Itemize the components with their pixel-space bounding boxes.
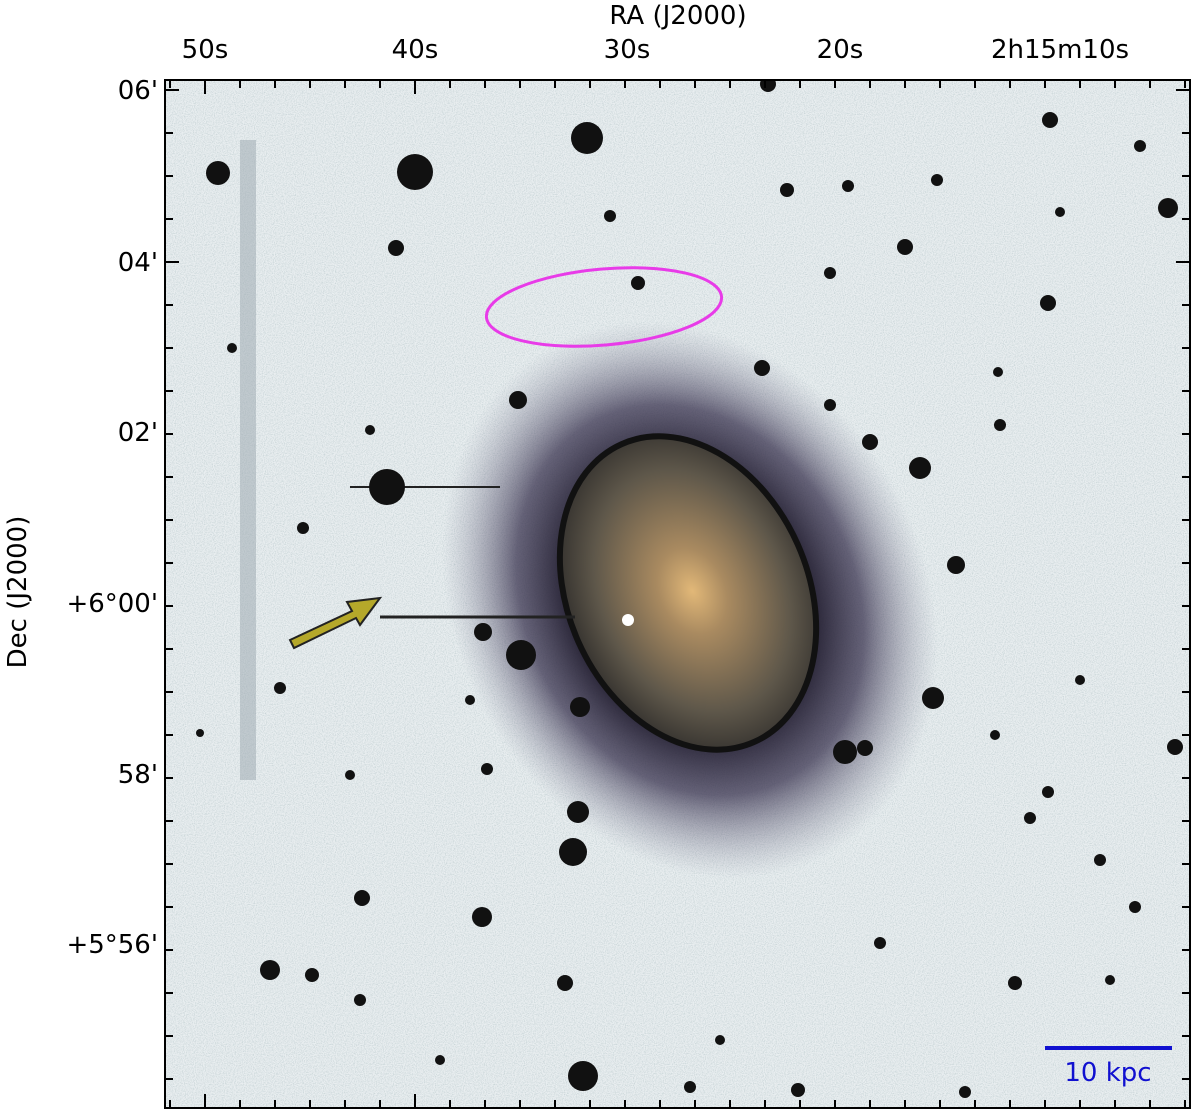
star — [1094, 854, 1106, 866]
x-tick-label: 2h15m10s — [991, 35, 1129, 65]
x-tick-label: 40s — [392, 35, 439, 65]
star — [842, 180, 854, 192]
star — [857, 740, 873, 756]
star — [506, 640, 536, 670]
star — [260, 960, 280, 980]
y-tick-label: +6°00' — [66, 589, 158, 619]
star — [568, 1061, 598, 1091]
star — [874, 937, 886, 949]
star — [571, 122, 603, 154]
star — [931, 174, 943, 186]
star — [862, 434, 878, 450]
y-tick-label: +5°56' — [66, 930, 158, 960]
x-tick-label: 20s — [817, 35, 864, 65]
y-tick-label: 06' — [118, 76, 158, 106]
y-tick-label: 04' — [118, 248, 158, 278]
x-axis-label: RA (J2000) — [609, 1, 746, 31]
star — [1024, 812, 1036, 824]
star — [1105, 975, 1115, 985]
star — [1042, 112, 1058, 128]
star — [472, 907, 492, 927]
stars — [196, 80, 1183, 1098]
star — [897, 239, 913, 255]
star — [481, 763, 493, 775]
star — [196, 729, 204, 737]
x-tick-label: 30s — [604, 35, 651, 65]
star — [397, 154, 433, 190]
star — [791, 1083, 805, 1097]
star — [993, 367, 1003, 377]
star — [631, 276, 645, 290]
star — [474, 623, 492, 641]
star — [604, 210, 616, 222]
star — [435, 1055, 445, 1065]
star — [567, 801, 589, 823]
star — [305, 968, 319, 982]
star — [1055, 207, 1065, 217]
star — [947, 556, 965, 574]
star — [365, 425, 375, 435]
star — [345, 770, 355, 780]
star — [959, 1086, 971, 1098]
star — [990, 730, 1000, 740]
star — [297, 522, 309, 534]
star — [1129, 901, 1141, 913]
star — [557, 975, 573, 991]
star — [994, 419, 1006, 431]
y-tick-label: 58' — [118, 760, 158, 790]
scale-bar-label: 10 kpc — [1064, 1058, 1151, 1088]
star — [1042, 786, 1054, 798]
star — [354, 890, 370, 906]
star — [715, 1035, 725, 1045]
star — [922, 687, 944, 709]
y-axis-label: Dec (J2000) — [3, 516, 33, 669]
star — [1167, 739, 1183, 755]
x-tick-label: 50s — [182, 35, 229, 65]
star — [227, 343, 237, 353]
sky-image: 10 kpc — [165, 80, 1190, 1108]
star — [570, 697, 590, 717]
star — [206, 161, 230, 185]
star — [1075, 675, 1085, 685]
highlight-ellipse — [484, 266, 724, 348]
star — [824, 267, 836, 279]
star — [780, 183, 794, 197]
star — [754, 360, 770, 376]
arrow — [288, 596, 383, 650]
star — [833, 740, 857, 764]
star — [760, 80, 776, 92]
star — [369, 469, 405, 505]
star — [1040, 295, 1056, 311]
star — [388, 240, 404, 256]
star — [1158, 198, 1178, 218]
star — [465, 695, 475, 705]
frame — [164, 79, 1191, 1109]
star — [1008, 976, 1022, 990]
star — [559, 838, 587, 866]
star — [684, 1081, 696, 1093]
star — [909, 457, 931, 479]
ticks: 50s 40s 30s 20s 2h15m10s 06' 04' 02' +6°00' 58' +5… — [66, 35, 1190, 1108]
star — [824, 399, 836, 411]
star — [1134, 140, 1146, 152]
star — [509, 391, 527, 409]
star — [354, 994, 366, 1006]
star — [274, 682, 286, 694]
y-tick-label: 02' — [118, 418, 158, 448]
